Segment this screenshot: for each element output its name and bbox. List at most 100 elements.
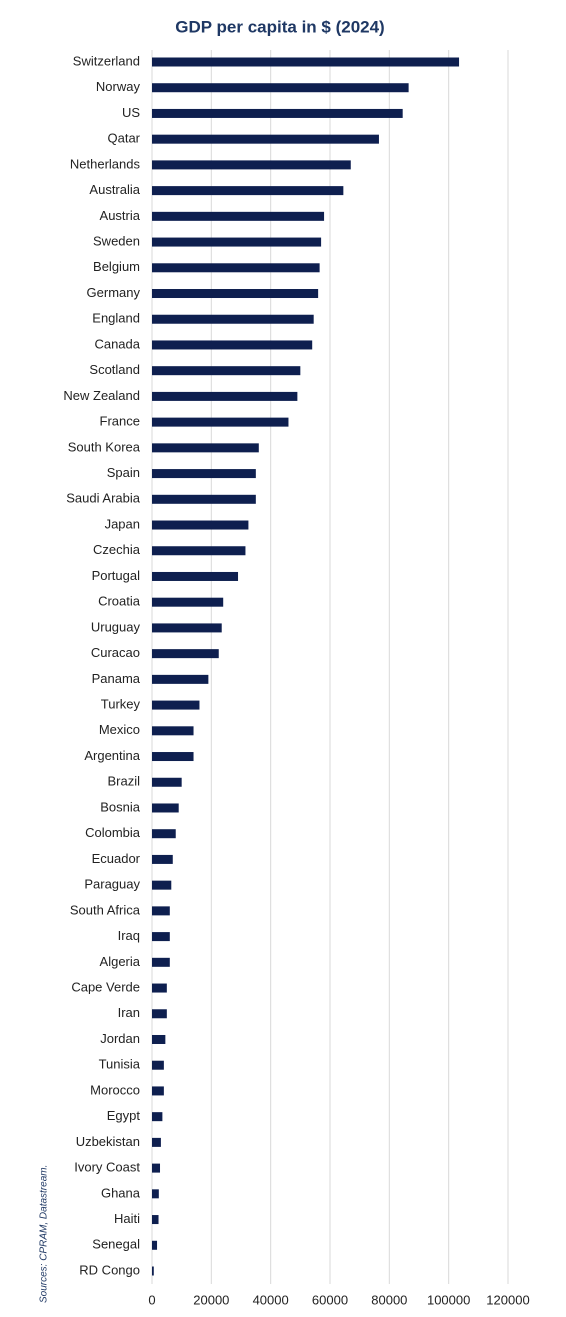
- bar: [152, 623, 222, 633]
- bar: [152, 906, 170, 916]
- y-tick-label: Czechia: [93, 542, 141, 557]
- y-tick-label: Senegal: [92, 1237, 140, 1252]
- bar: [152, 1163, 161, 1173]
- y-tick-label: Curacao: [91, 645, 140, 660]
- bar: [152, 186, 344, 196]
- y-tick-label: Ivory Coast: [74, 1160, 140, 1175]
- bar: [152, 700, 200, 710]
- chart-title: GDP per capita in $ (2024): [175, 17, 384, 36]
- bar: [152, 880, 172, 890]
- y-tick-label: Netherlands: [70, 156, 141, 171]
- bar: [152, 237, 322, 247]
- bar: [152, 520, 249, 530]
- y-tick-label: Bosnia: [100, 799, 141, 814]
- y-tick-label: Morocco: [90, 1082, 140, 1097]
- y-tick-label: Portugal: [92, 568, 141, 583]
- bar: [152, 417, 289, 427]
- bar: [152, 829, 176, 839]
- bar: [152, 1240, 158, 1250]
- y-tick-label: New Zealand: [63, 388, 140, 403]
- bar: [152, 1112, 163, 1122]
- bar: [152, 1137, 161, 1147]
- y-tick-label: Austria: [100, 208, 141, 223]
- y-tick-label: Uruguay: [91, 619, 141, 634]
- bar: [152, 1034, 166, 1044]
- y-tick-label: Iran: [118, 1005, 140, 1020]
- bar: [152, 726, 194, 736]
- bar: [152, 854, 173, 864]
- bar: [152, 983, 167, 993]
- bar: [152, 546, 246, 556]
- y-tick-label: Canada: [94, 336, 140, 351]
- y-tick-label: Sweden: [93, 234, 140, 249]
- bar: [152, 391, 298, 401]
- bar: [152, 1060, 164, 1070]
- y-tick-label: Mexico: [99, 722, 140, 737]
- x-tick-label: 100000: [427, 1292, 470, 1307]
- y-tick-label: Germany: [87, 285, 141, 300]
- bar: [152, 83, 409, 93]
- y-tick-label: Haiti: [114, 1211, 140, 1226]
- bar: [152, 160, 351, 170]
- bar: [152, 597, 224, 607]
- y-tick-label: Cape Verde: [71, 979, 140, 994]
- y-tick-label: Belgium: [93, 259, 140, 274]
- bar: [152, 1189, 159, 1199]
- x-tick-label: 0: [148, 1292, 155, 1307]
- y-tick-label: Tunisia: [99, 1057, 141, 1072]
- bar: [152, 494, 256, 504]
- bar: [152, 1215, 159, 1225]
- y-tick-label: Australia: [89, 182, 140, 197]
- y-tick-label: US: [122, 105, 140, 120]
- bar: [152, 957, 170, 967]
- y-tick-label: Brazil: [107, 774, 140, 789]
- y-tick-label: Spain: [107, 465, 140, 480]
- bar: [152, 134, 379, 144]
- bar: [152, 57, 460, 67]
- y-tick-label: Turkey: [101, 697, 141, 712]
- bar: [152, 571, 239, 581]
- bar: [152, 108, 403, 118]
- y-tick-label: Jordan: [100, 1031, 140, 1046]
- y-tick-label: Algeria: [100, 954, 141, 969]
- bar: [152, 263, 320, 273]
- y-tick-label: Japan: [105, 516, 140, 531]
- x-tick-label: 120000: [486, 1292, 529, 1307]
- y-tick-label: RD Congo: [79, 1262, 140, 1277]
- bar: [152, 1086, 164, 1096]
- bar: [152, 777, 182, 787]
- source-note: Sources: CPRAM, Datastream.: [39, 1165, 50, 1303]
- bar: [152, 211, 325, 221]
- bar: [152, 289, 319, 299]
- bar: [152, 674, 209, 684]
- bar: [152, 752, 194, 762]
- y-tick-label: Qatar: [107, 131, 140, 146]
- bar: [152, 803, 179, 813]
- bar: [152, 469, 256, 479]
- bar: [152, 366, 301, 376]
- y-tick-label: Ecuador: [92, 851, 141, 866]
- x-tick-label: 80000: [371, 1292, 407, 1307]
- y-tick-label: Ghana: [101, 1185, 141, 1200]
- y-tick-label: Saudi Arabia: [66, 491, 140, 506]
- y-tick-label: France: [100, 414, 140, 429]
- bar: [152, 932, 170, 942]
- y-tick-label: Iraq: [118, 928, 140, 943]
- x-tick-label: 40000: [253, 1292, 289, 1307]
- x-tick-label: 60000: [312, 1292, 348, 1307]
- y-tick-label: Norway: [96, 79, 141, 94]
- bar: [152, 649, 219, 659]
- y-tick-label: Paraguay: [84, 877, 140, 892]
- bar: [152, 1009, 167, 1019]
- y-tick-label: South Korea: [68, 439, 141, 454]
- y-tick-label: Panama: [92, 671, 141, 686]
- y-tick-label: Croatia: [98, 594, 141, 609]
- y-tick-label: Argentina: [84, 748, 140, 763]
- y-tick-label: South Africa: [70, 902, 141, 917]
- y-tick-label: Scotland: [89, 362, 140, 377]
- y-tick-label: England: [92, 311, 140, 326]
- bar: [152, 314, 314, 324]
- y-tick-label: Switzerland: [73, 53, 140, 68]
- y-tick-label: Egypt: [107, 1108, 141, 1123]
